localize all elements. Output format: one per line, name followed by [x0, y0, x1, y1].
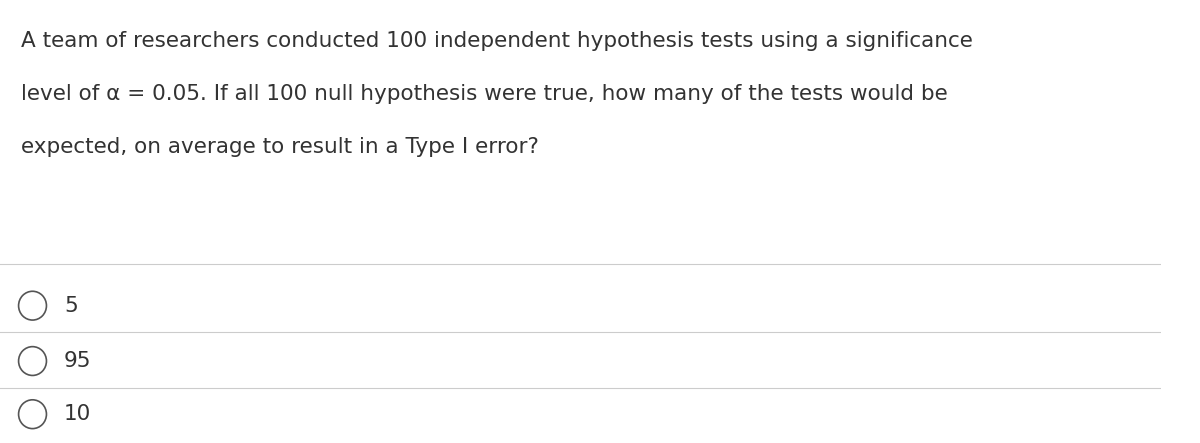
Text: A team of researchers conducted 100 independent hypothesis tests using a signifi: A team of researchers conducted 100 inde… — [20, 31, 973, 51]
Text: 10: 10 — [64, 404, 91, 424]
Text: 95: 95 — [64, 351, 91, 371]
Text: level of α = 0.05. If all 100 null hypothesis were true, how many of the tests w: level of α = 0.05. If all 100 null hypot… — [20, 84, 948, 104]
Text: 5: 5 — [64, 295, 78, 316]
Text: expected, on average to result in a Type I error?: expected, on average to result in a Type… — [20, 137, 539, 157]
